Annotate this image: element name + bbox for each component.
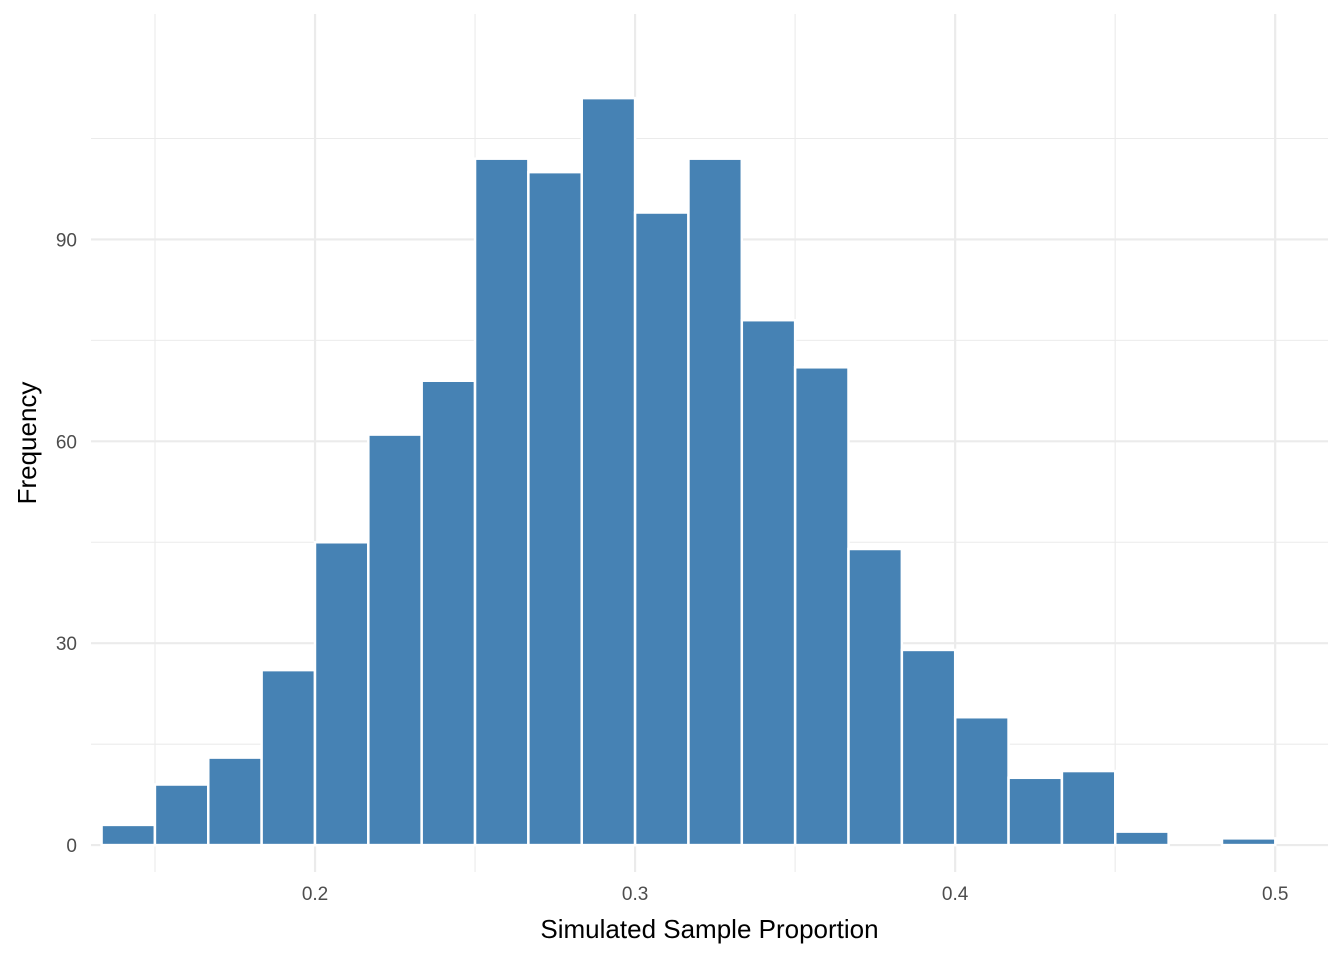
histogram-bar <box>687 157 744 847</box>
y-tick-label: 0 <box>66 836 77 857</box>
x-tick-label: 0.2 <box>302 884 328 905</box>
y-tick-label: 30 <box>56 634 77 655</box>
y-tick-label: 90 <box>56 230 77 251</box>
y-axis-tick-labels: 0 30 60 90 <box>56 230 77 857</box>
histogram-bar <box>1060 769 1117 847</box>
y-tick-label: 60 <box>56 432 77 453</box>
histogram-bar <box>953 715 1010 847</box>
histogram-bar <box>260 668 317 847</box>
histogram-bar <box>740 318 797 847</box>
histogram-bar <box>313 541 370 847</box>
histogram-bars <box>100 96 1277 847</box>
histogram-bar <box>527 170 583 847</box>
histogram-bar <box>793 366 850 847</box>
histogram-bar <box>207 756 263 847</box>
histogram-bar <box>1114 830 1170 847</box>
x-tick-label: 0.5 <box>1262 884 1288 905</box>
histogram-bar <box>473 157 530 847</box>
histogram-bar <box>153 783 210 847</box>
histogram-bar <box>367 433 423 847</box>
x-tick-label: 0.4 <box>942 884 969 905</box>
histogram-bar <box>420 379 477 847</box>
histogram-bar <box>1220 837 1277 847</box>
y-axis-title: Frequency <box>12 382 42 505</box>
x-tick-label: 0.3 <box>622 884 648 905</box>
x-axis-title: Simulated Sample Proportion <box>540 914 878 944</box>
histogram-bar <box>1007 776 1064 847</box>
histogram-bar <box>100 823 157 847</box>
x-axis-tick-labels: 0.2 0.3 0.4 0.5 <box>302 884 1289 905</box>
histogram-bar <box>900 648 957 847</box>
histogram-bar <box>633 211 690 847</box>
histogram-bar <box>580 96 637 847</box>
histogram-bar <box>847 547 904 847</box>
